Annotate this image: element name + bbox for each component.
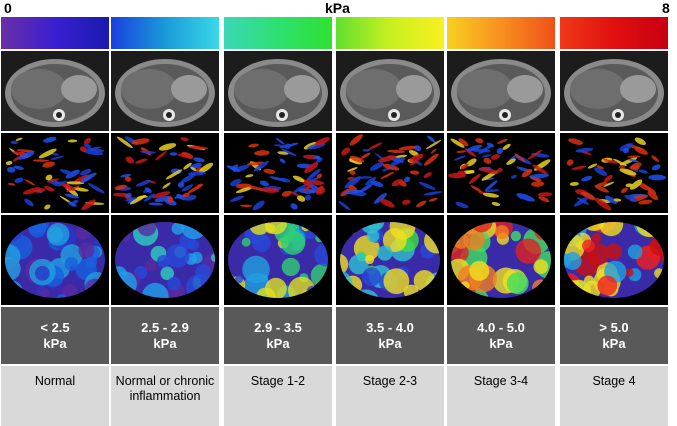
fibrosis-stage-label: Stage 1-2 bbox=[224, 366, 332, 426]
fibrosis-stage-label: Stage 4 bbox=[560, 366, 668, 426]
elastogram-image bbox=[224, 215, 332, 305]
scale-gradient-segment bbox=[336, 17, 444, 49]
fibrosis-stage-label: Normal bbox=[1, 366, 109, 426]
stiffness-range: 2.5 - 2.9 bbox=[141, 319, 189, 335]
fibrosis-stage-label: Normal or chronic inflammation bbox=[111, 366, 219, 426]
stiffness-range: 2.9 - 3.5 bbox=[254, 319, 302, 335]
stiffness-range-box: < 2.5 kPa bbox=[1, 307, 109, 364]
scale-gradient-segment bbox=[224, 17, 332, 49]
scale-gradient-segment bbox=[1, 17, 109, 49]
stiffness-range: 3.5 - 4.0 bbox=[366, 319, 414, 335]
mri-anatomical-image bbox=[336, 51, 444, 131]
scale-max-label: 8 bbox=[662, 0, 670, 16]
mri-anatomical-image bbox=[560, 51, 668, 131]
mri-anatomical-image bbox=[224, 51, 332, 131]
fibrosis-stage-label: Stage 2-3 bbox=[336, 366, 444, 426]
stiffness-unit: kPa bbox=[153, 335, 177, 351]
wave-image bbox=[1, 133, 109, 213]
stiffness-range-box: 3.5 - 4.0 kPa bbox=[336, 307, 444, 364]
stiffness-range: > 5.0 bbox=[599, 319, 629, 335]
stiffness-unit: kPa bbox=[602, 335, 626, 351]
scale-gradient-segment bbox=[447, 17, 555, 49]
scale-unit-label: kPa bbox=[325, 0, 350, 16]
stiffness-range-box: 2.5 - 2.9 kPa bbox=[111, 307, 219, 364]
elastogram-image bbox=[447, 215, 555, 305]
wave-image bbox=[447, 133, 555, 213]
mri-anatomical-image bbox=[111, 51, 219, 131]
stiffness-range-box: 2.9 - 3.5 kPa bbox=[224, 307, 332, 364]
stiffness-range-box: > 5.0 kPa bbox=[560, 307, 668, 364]
wave-image bbox=[336, 133, 444, 213]
stiffness-range: < 2.5 bbox=[40, 319, 70, 335]
elastogram-image bbox=[560, 215, 668, 305]
elastogram-image bbox=[1, 215, 109, 305]
stiffness-unit: kPa bbox=[378, 335, 402, 351]
wave-image bbox=[560, 133, 668, 213]
wave-image bbox=[224, 133, 332, 213]
stiffness-unit: kPa bbox=[266, 335, 290, 351]
stiffness-range-box: 4.0 - 5.0 kPa bbox=[447, 307, 555, 364]
wave-image bbox=[111, 133, 219, 213]
stiffness-range: 4.0 - 5.0 bbox=[477, 319, 525, 335]
stiffness-unit: kPa bbox=[43, 335, 67, 351]
elastogram-image bbox=[336, 215, 444, 305]
mri-anatomical-image bbox=[1, 51, 109, 131]
scale-gradient-segment bbox=[560, 17, 668, 49]
stiffness-unit: kPa bbox=[489, 335, 513, 351]
elastogram-image bbox=[111, 215, 219, 305]
scale-min-label: 0 bbox=[4, 0, 12, 16]
fibrosis-stage-label: Stage 3-4 bbox=[447, 366, 555, 426]
mri-anatomical-image bbox=[447, 51, 555, 131]
scale-gradient-segment bbox=[111, 17, 219, 49]
